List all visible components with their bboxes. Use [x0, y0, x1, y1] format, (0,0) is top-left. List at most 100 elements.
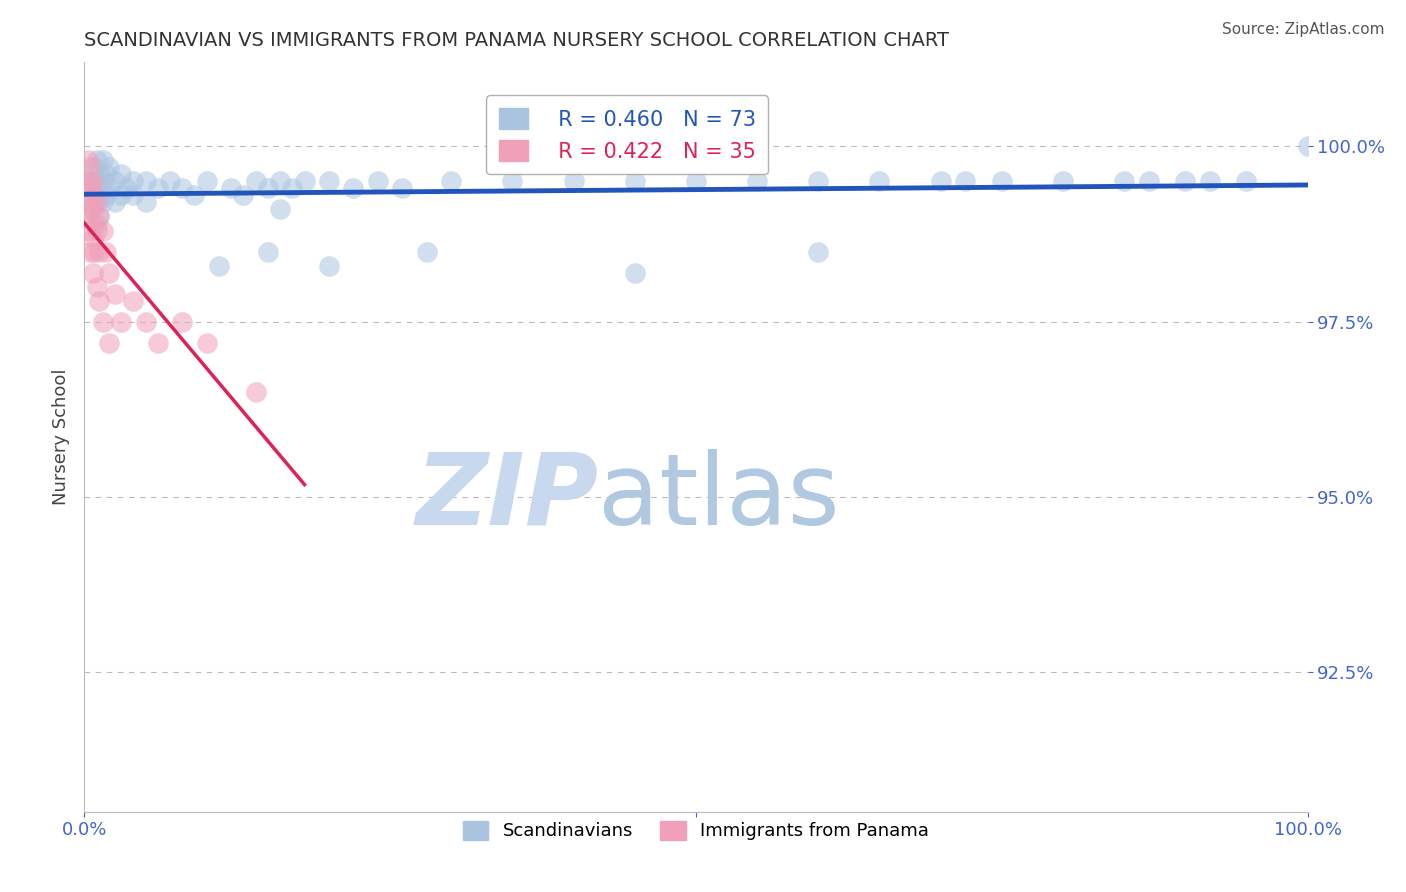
Point — [86, 223, 108, 237]
Point — [416, 244, 439, 259]
Point — [281, 181, 304, 195]
Point — [245, 384, 267, 399]
Point — [87, 168, 110, 182]
Point — [110, 168, 132, 182]
Point — [624, 266, 647, 280]
Point — [79, 202, 101, 217]
Point — [294, 174, 316, 188]
Point — [79, 223, 101, 237]
Point — [79, 174, 101, 188]
Point — [807, 174, 830, 188]
Point — [257, 244, 280, 259]
Point — [1296, 139, 1319, 153]
Point — [96, 188, 118, 202]
Point — [245, 174, 267, 188]
Point — [195, 335, 218, 350]
Point — [440, 174, 463, 188]
Point — [367, 174, 389, 188]
Point — [82, 174, 104, 188]
Point — [83, 161, 105, 175]
Legend: Scandinavians, Immigrants from Panama: Scandinavians, Immigrants from Panama — [456, 814, 936, 847]
Point — [82, 230, 104, 244]
Point — [991, 174, 1014, 188]
Point — [91, 223, 114, 237]
Point — [82, 266, 104, 280]
Point — [77, 174, 100, 188]
Point — [391, 181, 413, 195]
Point — [624, 174, 647, 188]
Y-axis label: Nursery School: Nursery School — [52, 368, 70, 506]
Point — [87, 210, 110, 224]
Point — [87, 244, 110, 259]
Point — [91, 314, 114, 328]
Point — [318, 259, 340, 273]
Point — [97, 335, 120, 350]
Point — [86, 217, 108, 231]
Point — [83, 188, 105, 202]
Point — [77, 153, 100, 168]
Point — [257, 181, 280, 195]
Text: atlas: atlas — [598, 449, 839, 546]
Point — [91, 174, 114, 188]
Point — [1052, 174, 1074, 188]
Point — [146, 181, 169, 195]
Point — [77, 210, 100, 224]
Point — [146, 335, 169, 350]
Point — [77, 195, 100, 210]
Point — [135, 314, 157, 328]
Point — [104, 174, 127, 188]
Point — [86, 195, 108, 210]
Point — [79, 244, 101, 259]
Point — [115, 181, 138, 195]
Text: SCANDINAVIAN VS IMMIGRANTS FROM PANAMA NURSERY SCHOOL CORRELATION CHART: SCANDINAVIAN VS IMMIGRANTS FROM PANAMA N… — [84, 30, 949, 50]
Point — [135, 174, 157, 188]
Point — [562, 174, 585, 188]
Point — [502, 174, 524, 188]
Point — [122, 293, 145, 308]
Point — [86, 195, 108, 210]
Point — [82, 202, 104, 217]
Point — [110, 188, 132, 202]
Point — [83, 181, 105, 195]
Point — [97, 161, 120, 175]
Point — [172, 314, 194, 328]
Point — [96, 168, 118, 182]
Point — [122, 188, 145, 202]
Point — [91, 153, 114, 168]
Point — [91, 195, 114, 210]
Point — [195, 174, 218, 188]
Point — [97, 266, 120, 280]
Point — [929, 174, 952, 188]
Point — [83, 244, 105, 259]
Point — [869, 174, 891, 188]
Point — [79, 181, 101, 195]
Point — [807, 244, 830, 259]
Point — [1198, 174, 1220, 188]
Text: ZIP: ZIP — [415, 449, 598, 546]
Point — [318, 174, 340, 188]
Point — [219, 181, 242, 195]
Point — [135, 195, 157, 210]
Point — [110, 314, 132, 328]
Point — [183, 188, 205, 202]
Point — [86, 153, 108, 168]
Point — [79, 161, 101, 175]
Point — [79, 195, 101, 210]
Point — [97, 181, 120, 195]
Point — [685, 174, 707, 188]
Point — [269, 202, 291, 217]
Point — [96, 244, 118, 259]
Point — [172, 181, 194, 195]
Point — [87, 210, 110, 224]
Point — [232, 188, 254, 202]
Point — [1174, 174, 1197, 188]
Point — [87, 188, 110, 202]
Point — [87, 293, 110, 308]
Point — [1114, 174, 1136, 188]
Point — [104, 286, 127, 301]
Text: Source: ZipAtlas.com: Source: ZipAtlas.com — [1222, 22, 1385, 37]
Point — [1137, 174, 1160, 188]
Point — [269, 174, 291, 188]
Point — [208, 259, 231, 273]
Point — [342, 181, 364, 195]
